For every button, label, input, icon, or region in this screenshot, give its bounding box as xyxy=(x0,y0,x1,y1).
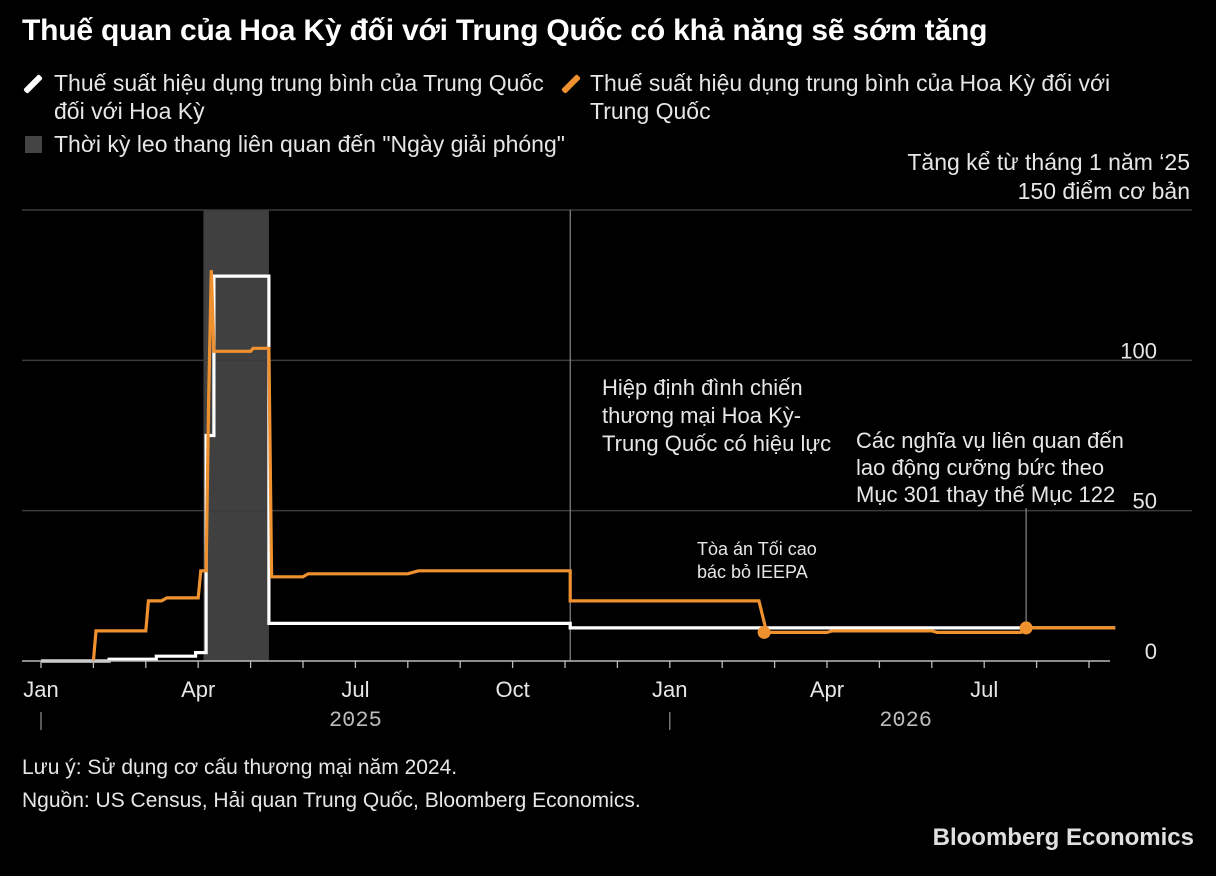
legend-china-rate-line1: Thuế suất hiệu dụng trung bình của Trung… xyxy=(54,70,544,96)
annotation-sec301-text: Các nghĩa vụ liên quan đến xyxy=(856,428,1124,453)
year-label: 2025 xyxy=(329,708,382,733)
annotation-truce-text: Hiệp định đình chiến xyxy=(602,375,803,400)
unit-line1: Tăng kể từ tháng 1 năm ‘25 xyxy=(907,149,1190,175)
legend-escalation: Thời kỳ leo thang liên quan đến "Ngày gi… xyxy=(54,131,565,157)
chart-source: Nguồn: US Census, Hải quan Trung Quốc, B… xyxy=(22,789,641,812)
x-tick-label: Apr xyxy=(181,677,215,702)
annotation-truce-text: thương mại Hoa Kỳ- xyxy=(602,403,801,428)
x-tick-label: Oct xyxy=(495,677,529,702)
y-tick-label: 50 xyxy=(1133,489,1157,514)
x-tick-label: Jan xyxy=(23,677,58,702)
series-line-us xyxy=(91,270,1116,662)
event-marker xyxy=(1019,621,1033,635)
year-label: 2026 xyxy=(879,708,932,733)
chart-title: Thuế quan của Hoa Kỳ đối với Trung Quốc … xyxy=(22,14,988,47)
annotation-court-text: Tòa án Tối cao xyxy=(697,539,817,559)
x-tick-label: Jan xyxy=(652,677,687,702)
x-tick-label: Apr xyxy=(810,677,844,702)
legend-us-rate: Thuế suất hiệu dụng trung bình của Hoa K… xyxy=(590,69,1110,125)
x-tick-label: Jul xyxy=(970,677,998,702)
annotation-truce-text: Trung Quốc có hiệu lực xyxy=(602,431,831,456)
legend-us-rate-line2: Trung Quốc xyxy=(590,98,711,124)
annotation-sec301-text: Mục 301 thay thế Mục 122 xyxy=(856,482,1115,507)
annotation-sec301-text: lao động cưỡng bức theo xyxy=(856,455,1104,480)
legend-us-rate-line1: Thuế suất hiệu dụng trung bình của Hoa K… xyxy=(590,70,1111,96)
legend-china-rate-line2: đối với Hoa Kỳ xyxy=(54,98,205,124)
legend-china-rate: Thuế suất hiệu dụng trung bình của Trung… xyxy=(54,69,544,125)
annotation-court-text: bác bỏ IEEPA xyxy=(697,562,808,582)
shaded-period-legend-icon xyxy=(25,136,42,153)
y-tick-label: 100 xyxy=(1120,338,1157,363)
x-tick-label: Jul xyxy=(341,677,369,702)
y-tick-label: 0 xyxy=(1145,639,1157,664)
event-marker xyxy=(757,625,771,639)
y-axis-unit: Tăng kể từ tháng 1 năm ‘25 150 điểm cơ b… xyxy=(907,148,1190,206)
unit-line2: 150 điểm cơ bản xyxy=(1017,178,1190,204)
brand-logo: Bloomberg Economics xyxy=(932,824,1194,851)
chart-note: Lưu ý: Sử dụng cơ cấu thương mại năm 202… xyxy=(22,756,458,779)
